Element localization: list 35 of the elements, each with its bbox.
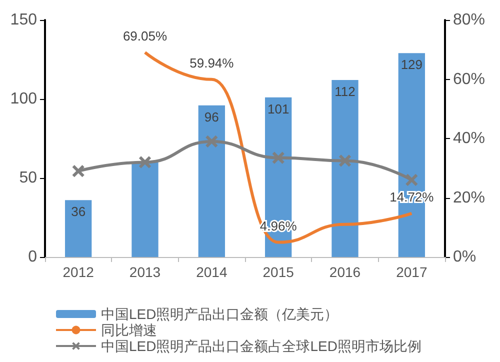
legend-label: 同比增速 xyxy=(101,322,157,338)
point xyxy=(205,134,218,148)
y2-tick-label: 80% xyxy=(453,12,486,28)
y2-tick-label: 20% xyxy=(453,189,486,206)
x-tick-label: 2016 xyxy=(329,264,361,280)
y2-tick-label: 0% xyxy=(453,248,476,266)
legend-label: 中国LED照明产品出口金额（亿美元） xyxy=(101,306,338,322)
data-label: 112 xyxy=(334,84,356,100)
data-label: 59.94% xyxy=(190,55,234,70)
y2-tick-label: 60% xyxy=(453,70,486,88)
y-tick-label: 0 xyxy=(28,248,38,266)
bar xyxy=(65,200,92,257)
data-label: 36 xyxy=(71,204,86,220)
point xyxy=(338,154,352,168)
y-tick-label: 100 xyxy=(10,90,38,108)
x-tick-label: 2015 xyxy=(262,264,294,280)
data-label: 129 xyxy=(400,57,423,72)
x-tick-label: 2014 xyxy=(196,264,228,280)
legend-label: 中国LED照明产品出口金额占全球LED照明市场比例 xyxy=(101,338,422,354)
point xyxy=(272,151,285,164)
x-tick-label: 2013 xyxy=(129,264,161,280)
data-label: 69.05% xyxy=(122,28,168,44)
bar xyxy=(132,162,158,257)
point xyxy=(72,164,85,178)
y2-tick-label: 40% xyxy=(453,130,486,147)
x-tick-label: 2017 xyxy=(396,264,428,280)
data-label: 96 xyxy=(204,109,219,124)
point xyxy=(405,173,418,186)
y-tick-label: 150 xyxy=(10,12,38,28)
point xyxy=(138,156,152,169)
x-tick-label: 2012 xyxy=(62,264,94,280)
y-tick-label: 50 xyxy=(19,170,38,186)
bar xyxy=(198,105,225,257)
bar xyxy=(332,80,358,257)
data-label: 101 xyxy=(267,101,290,116)
